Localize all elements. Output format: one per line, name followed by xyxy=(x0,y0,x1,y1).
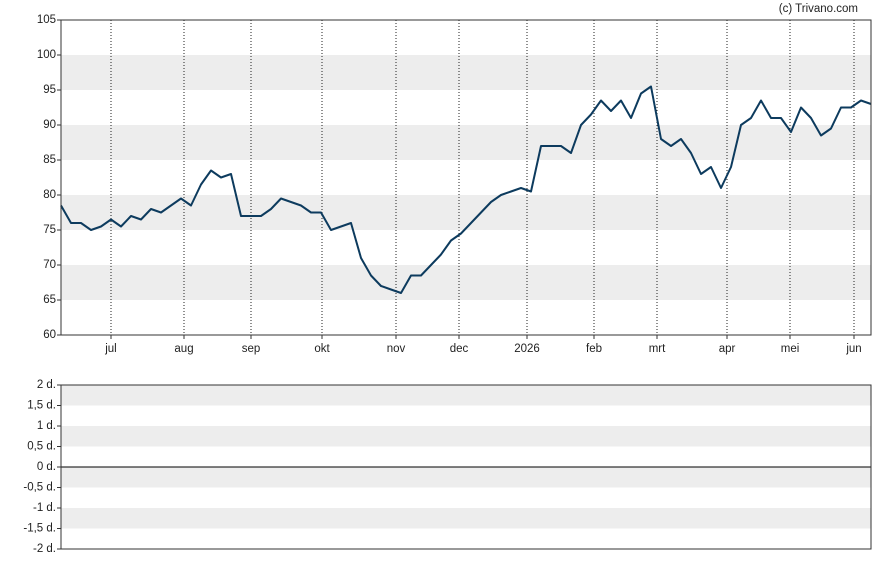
x-tick-label: sep xyxy=(242,343,261,355)
y-tick-label: 1,5 d. xyxy=(27,400,56,412)
y-tick-label: 95 xyxy=(43,84,56,96)
y-tick-label: 70 xyxy=(43,259,56,271)
y-tick-label: 105 xyxy=(37,14,56,26)
plot-frame xyxy=(60,384,872,550)
y-tick-label: 60 xyxy=(43,329,56,341)
y-tick-label: -0,5 d. xyxy=(23,482,56,494)
y-tick-label: -1 d. xyxy=(33,502,56,514)
y-tick-label: -2 d. xyxy=(33,543,56,555)
x-tick-label: nov xyxy=(387,343,406,355)
x-tick-label: okt xyxy=(314,343,330,355)
band xyxy=(61,426,871,447)
y-tick-label: -1,5 d. xyxy=(23,523,56,535)
band xyxy=(61,125,871,160)
x-tick-label: jun xyxy=(845,343,861,355)
x-tick-label: feb xyxy=(586,343,602,355)
price-line xyxy=(60,85,872,294)
plot-frame xyxy=(60,19,872,336)
x-tick-label: jul xyxy=(104,343,117,355)
x-tick-label: 2026 xyxy=(514,343,540,355)
band xyxy=(61,467,871,488)
band xyxy=(61,508,871,529)
credit: (c) Trivano.com xyxy=(779,3,858,15)
y-tick-label: 85 xyxy=(43,154,56,166)
x-tick-label: mrt xyxy=(649,343,666,355)
band xyxy=(61,385,871,406)
band xyxy=(61,265,871,300)
band xyxy=(61,55,871,90)
y-tick-label: 2 d. xyxy=(37,379,56,391)
x-tick-label: aug xyxy=(174,343,193,355)
y-tick-label: 80 xyxy=(43,189,56,201)
y-tick-label: 100 xyxy=(37,49,56,61)
y-tick-label: 90 xyxy=(43,119,56,131)
band xyxy=(61,195,871,230)
x-tick-label: mei xyxy=(781,343,800,355)
y-tick-label: 0,5 d. xyxy=(27,441,56,453)
x-tick-label: apr xyxy=(719,343,736,355)
y-tick-label: 0 d. xyxy=(37,461,56,473)
y-tick-label: 65 xyxy=(43,294,56,306)
x-tick-label: dec xyxy=(450,343,469,355)
y-tick-label: 75 xyxy=(43,224,56,236)
y-tick-label: 1 d. xyxy=(37,420,56,432)
